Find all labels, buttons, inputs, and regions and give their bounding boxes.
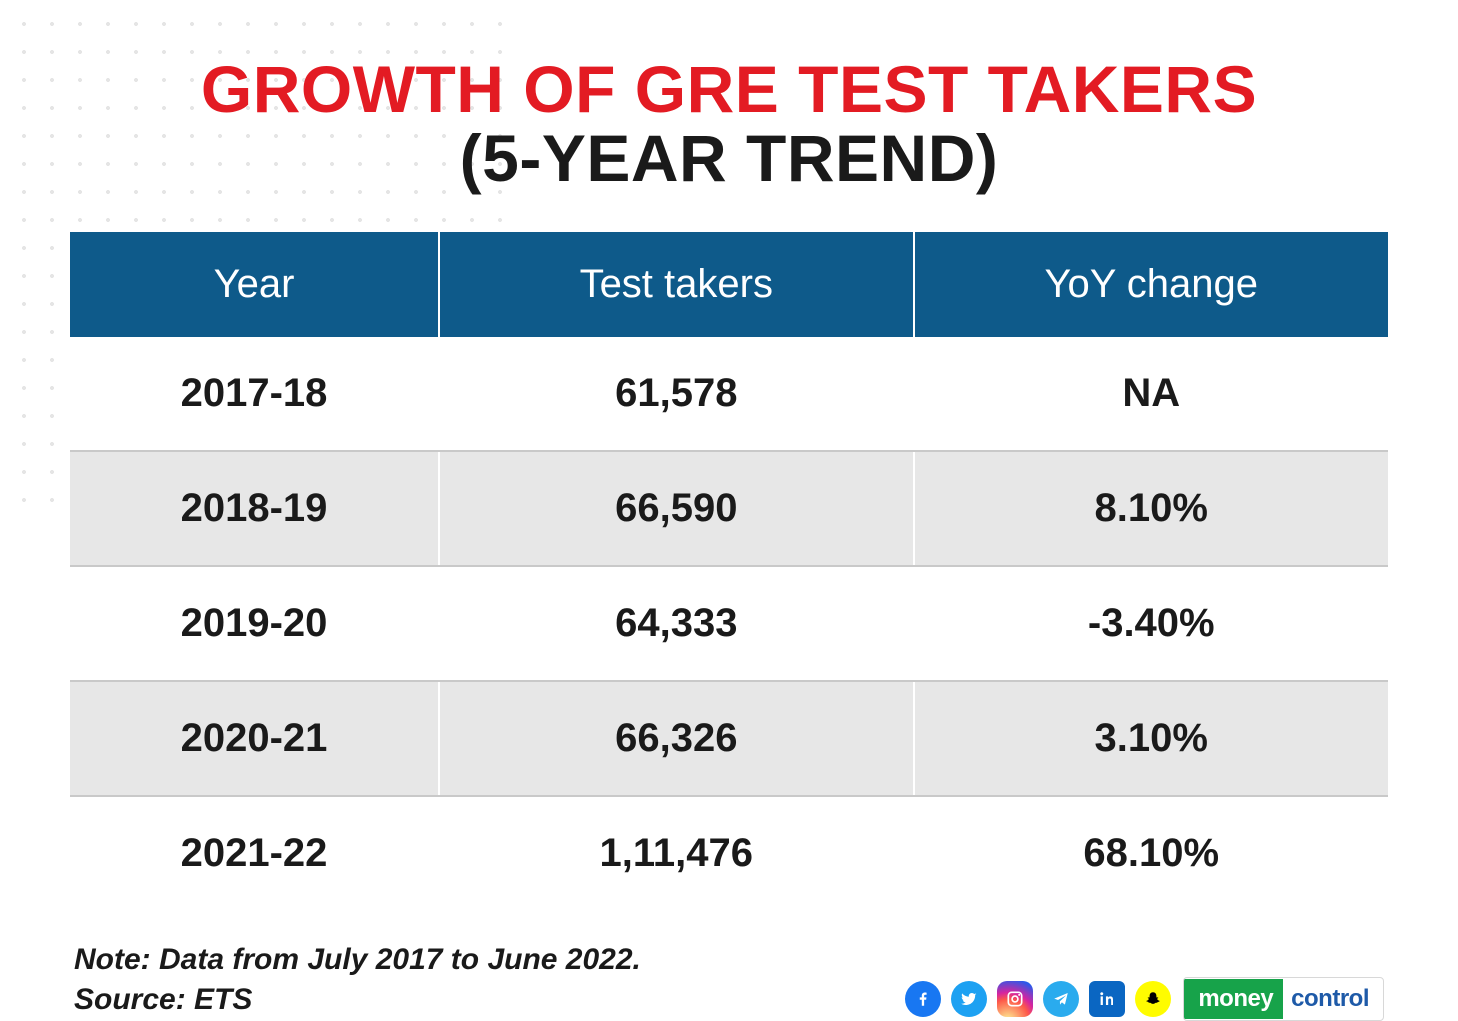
cell-yoy: NA: [914, 337, 1389, 451]
cell-takers: 66,590: [439, 451, 913, 566]
col-header-year: Year: [70, 232, 439, 337]
snapchat-icon[interactable]: [1135, 981, 1171, 1017]
footer: Note: Data from July 2017 to June 2022. …: [70, 940, 1388, 1021]
content-container: GROWTH OF GRE TEST TAKERS (5-YEAR TREND)…: [0, 0, 1458, 1021]
cell-year: 2019-20: [70, 566, 439, 681]
moneycontrol-logo[interactable]: money control: [1183, 977, 1384, 1021]
table-row: 2021-22 1,11,476 68.10%: [70, 796, 1388, 910]
cell-year: 2021-22: [70, 796, 439, 910]
cell-takers: 61,578: [439, 337, 913, 451]
brand-part1: money: [1184, 979, 1283, 1019]
table-row: 2017-18 61,578 NA: [70, 337, 1388, 451]
footer-source: Source: ETS: [74, 980, 641, 1021]
cell-yoy: -3.40%: [914, 566, 1389, 681]
table-row: 2019-20 64,333 -3.40%: [70, 566, 1388, 681]
col-header-yoy: YoY change: [914, 232, 1389, 337]
cell-yoy: 68.10%: [914, 796, 1389, 910]
telegram-icon[interactable]: [1043, 981, 1079, 1017]
cell-takers: 64,333: [439, 566, 913, 681]
linkedin-icon[interactable]: [1089, 981, 1125, 1017]
cell-year: 2017-18: [70, 337, 439, 451]
table-header-row: Year Test takers YoY change: [70, 232, 1388, 337]
footer-right: money control: [905, 977, 1384, 1021]
footer-notes: Note: Data from July 2017 to June 2022. …: [74, 940, 641, 1021]
col-header-testtakers: Test takers: [439, 232, 913, 337]
facebook-icon[interactable]: [905, 981, 941, 1017]
table-row: 2020-21 66,326 3.10%: [70, 681, 1388, 796]
social-icons: [905, 981, 1171, 1017]
page-title: GROWTH OF GRE TEST TAKERS (5-YEAR TREND): [70, 55, 1388, 194]
cell-yoy: 3.10%: [914, 681, 1389, 796]
instagram-icon[interactable]: [997, 981, 1033, 1017]
footer-note: Note: Data from July 2017 to June 2022.: [74, 940, 641, 981]
cell-takers: 1,11,476: [439, 796, 913, 910]
twitter-icon[interactable]: [951, 981, 987, 1017]
cell-yoy: 8.10%: [914, 451, 1389, 566]
cell-year: 2020-21: [70, 681, 439, 796]
cell-year: 2018-19: [70, 451, 439, 566]
title-line-1: GROWTH OF GRE TEST TAKERS: [70, 55, 1388, 124]
title-line-2: (5-YEAR TREND): [70, 124, 1388, 193]
table-row: 2018-19 66,590 8.10%: [70, 451, 1388, 566]
brand-part2: control: [1283, 979, 1383, 1019]
cell-takers: 66,326: [439, 681, 913, 796]
gre-table: Year Test takers YoY change 2017-18 61,5…: [70, 232, 1388, 910]
